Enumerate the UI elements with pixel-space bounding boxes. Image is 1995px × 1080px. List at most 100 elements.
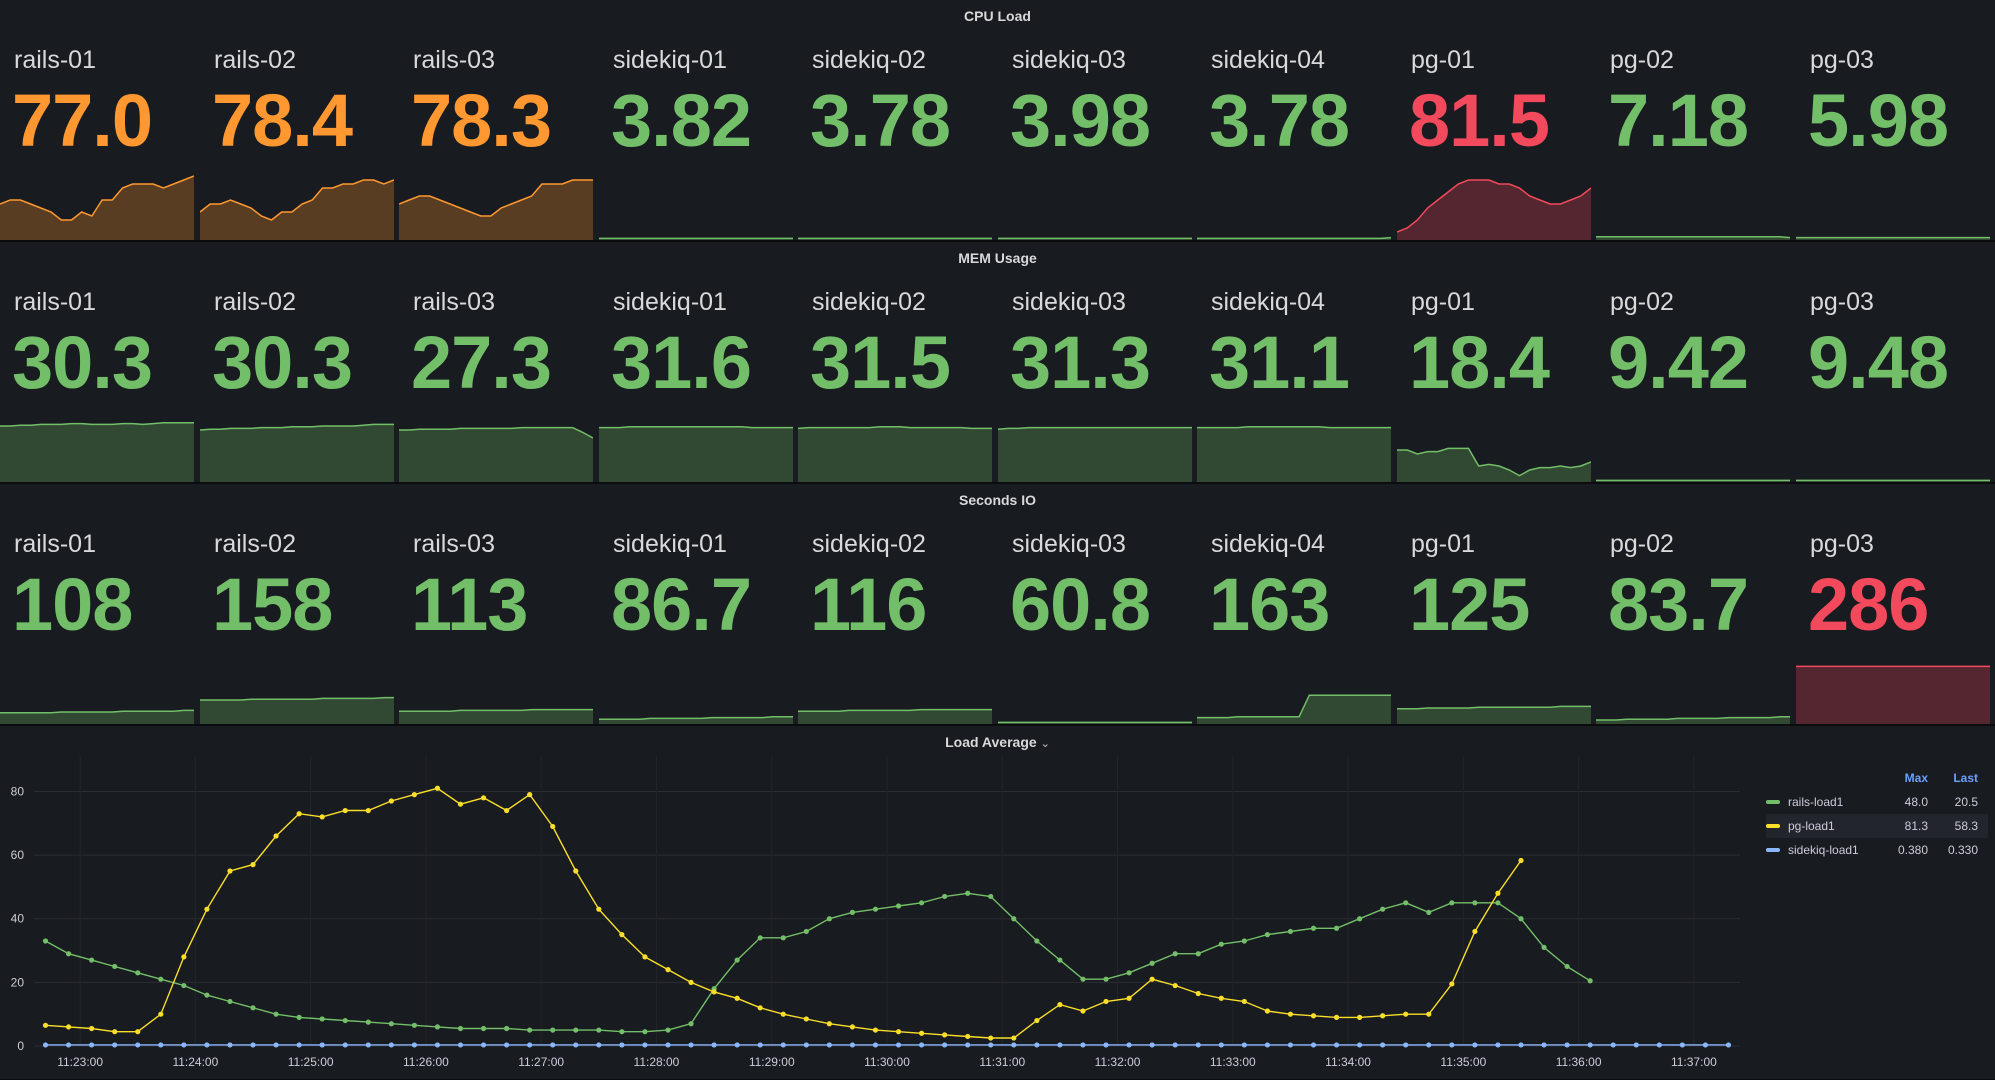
stat-value: 158 [212, 562, 332, 647]
data-point-pg-load1 [781, 1012, 786, 1017]
stat-sidekiq-03[interactable]: sidekiq-03 60.8 [998, 484, 1192, 724]
stat-value: 83.7 [1608, 562, 1748, 647]
stat-value: 7.18 [1608, 78, 1748, 163]
data-point-pg-load1 [1334, 1015, 1339, 1020]
stat-pg-01[interactable]: pg-01 125 [1397, 484, 1591, 724]
stat-rails-01[interactable]: rails-01 108 [0, 484, 194, 724]
data-point-sidekiq-load1 [781, 1042, 786, 1047]
x-tick-label: 11:27:00 [518, 1055, 564, 1069]
stat-name: pg-03 [1810, 46, 1874, 75]
data-point-sidekiq-load1 [112, 1042, 117, 1047]
legend-series[interactable]: sidekiq-load1 [1766, 843, 1878, 857]
data-point-rails-load1 [688, 1021, 693, 1026]
data-point-pg-load1 [1403, 1012, 1408, 1017]
data-point-pg-load1 [1380, 1013, 1385, 1018]
stat-rails-02[interactable]: rails-02 30.3 [200, 242, 394, 482]
stat-rails-03[interactable]: rails-03 78.3 [399, 0, 593, 240]
data-point-rails-load1 [435, 1024, 440, 1029]
stat-sidekiq-02[interactable]: sidekiq-02 116 [798, 484, 992, 724]
sparkline-line [1197, 427, 1391, 428]
sparkline [998, 402, 1192, 482]
data-point-rails-load1 [297, 1015, 302, 1020]
sparkline [1796, 644, 1990, 724]
legend-max-header[interactable]: Max [1878, 771, 1928, 785]
data-point-sidekiq-load1 [504, 1042, 509, 1047]
stat-value: 31.1 [1209, 320, 1349, 405]
data-point-pg-load1 [1080, 1008, 1085, 1013]
data-point-sidekiq-load1 [873, 1042, 878, 1047]
stat-rails-03[interactable]: rails-03 27.3 [399, 242, 593, 482]
data-point-rails-load1 [1150, 961, 1155, 966]
data-point-pg-load1 [504, 808, 509, 813]
legend-series[interactable]: rails-load1 [1766, 795, 1878, 809]
stat-name: rails-03 [413, 46, 495, 75]
stat-rails-02[interactable]: rails-02 78.4 [200, 0, 394, 240]
data-point-pg-load1 [965, 1034, 970, 1039]
stat-sidekiq-04[interactable]: sidekiq-04 163 [1197, 484, 1391, 724]
stat-sidekiq-02[interactable]: sidekiq-02 31.5 [798, 242, 992, 482]
data-point-rails-load1 [1011, 916, 1016, 921]
data-point-rails-load1 [919, 900, 924, 905]
sparkline-area [1197, 427, 1391, 482]
stat-sidekiq-01[interactable]: sidekiq-01 3.82 [599, 0, 793, 240]
stat-sidekiq-01[interactable]: sidekiq-01 86.7 [599, 484, 793, 724]
stat-sidekiq-04[interactable]: sidekiq-04 3.78 [1197, 0, 1391, 240]
stat-name: sidekiq-03 [1012, 46, 1126, 75]
legend-item-rails-load1[interactable]: rails-load1 48.0 20.5 [1766, 790, 1988, 814]
sparkline-line [599, 427, 793, 428]
stat-sidekiq-01[interactable]: sidekiq-01 31.6 [599, 242, 793, 482]
data-point-rails-load1 [619, 1029, 624, 1034]
stat-pg-01[interactable]: pg-01 18.4 [1397, 242, 1591, 482]
data-point-rails-load1 [1588, 978, 1593, 983]
stat-sidekiq-04[interactable]: sidekiq-04 31.1 [1197, 242, 1391, 482]
data-point-pg-load1 [1057, 1002, 1062, 1007]
data-point-sidekiq-load1 [366, 1042, 371, 1047]
data-point-rails-load1 [965, 891, 970, 896]
data-point-rails-load1 [89, 957, 94, 962]
sparkline [1596, 402, 1790, 482]
stat-sidekiq-03[interactable]: sidekiq-03 31.3 [998, 242, 1192, 482]
legend-last-header[interactable]: Last [1928, 771, 1978, 785]
data-point-pg-load1 [1265, 1008, 1270, 1013]
data-point-pg-load1 [366, 808, 371, 813]
data-point-rails-load1 [988, 894, 993, 899]
stat-name: sidekiq-02 [812, 288, 926, 317]
data-point-sidekiq-load1 [988, 1042, 993, 1047]
data-point-rails-load1 [1103, 977, 1108, 982]
data-point-pg-load1 [550, 824, 555, 829]
data-point-pg-load1 [1242, 999, 1247, 1004]
stat-pg-03[interactable]: pg-03 5.98 [1796, 0, 1990, 240]
data-point-pg-load1 [596, 907, 601, 912]
data-point-sidekiq-load1 [1726, 1042, 1731, 1047]
data-point-rails-load1 [1219, 942, 1224, 947]
sparkline-area [998, 428, 1192, 482]
legend-label: pg-load1 [1788, 819, 1835, 833]
data-point-rails-load1 [896, 903, 901, 908]
legend-item-sidekiq-load1[interactable]: sidekiq-load1 0.380 0.330 [1766, 838, 1988, 862]
legend-series[interactable]: pg-load1 [1766, 819, 1878, 833]
stat-pg-01[interactable]: pg-01 81.5 [1397, 0, 1591, 240]
legend-max-value: 81.3 [1878, 819, 1928, 833]
data-point-pg-load1 [1311, 1013, 1316, 1018]
data-point-rails-load1 [1057, 957, 1062, 962]
stat-sidekiq-02[interactable]: sidekiq-02 3.78 [798, 0, 992, 240]
legend-item-pg-load1[interactable]: pg-load1 81.3 58.3 [1766, 814, 1988, 838]
data-point-pg-load1 [1103, 999, 1108, 1004]
data-point-pg-load1 [804, 1016, 809, 1021]
stat-name: rails-03 [413, 288, 495, 317]
stat-rails-02[interactable]: rails-02 158 [200, 484, 394, 724]
y-tick-label: 60 [11, 848, 25, 862]
stat-pg-03[interactable]: pg-03 286 [1796, 484, 1990, 724]
stat-value: 9.48 [1808, 320, 1948, 405]
stat-pg-02[interactable]: pg-02 7.18 [1596, 0, 1790, 240]
stat-pg-02[interactable]: pg-02 9.42 [1596, 242, 1790, 482]
stat-sidekiq-03[interactable]: sidekiq-03 3.98 [998, 0, 1192, 240]
stat-pg-02[interactable]: pg-02 83.7 [1596, 484, 1790, 724]
stat-rails-01[interactable]: rails-01 77.0 [0, 0, 194, 240]
stat-pg-03[interactable]: pg-03 9.48 [1796, 242, 1990, 482]
stat-rails-03[interactable]: rails-03 113 [399, 484, 593, 724]
sparkline [1796, 160, 1990, 240]
data-point-pg-load1 [873, 1027, 878, 1032]
data-point-sidekiq-load1 [1611, 1042, 1616, 1047]
stat-rails-01[interactable]: rails-01 30.3 [0, 242, 194, 482]
